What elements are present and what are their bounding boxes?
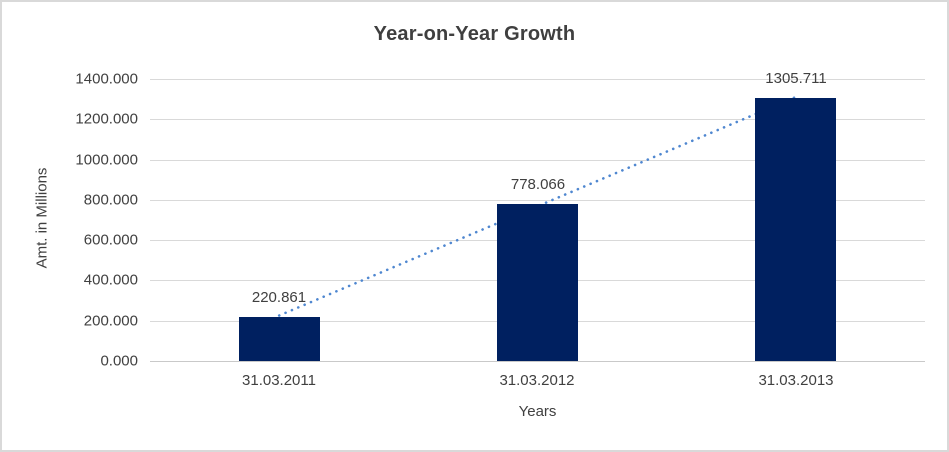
plot-area: 220.861 778.066 1305.711 (150, 70, 925, 362)
y-tick-label: 400.000 (83, 271, 138, 289)
gridline (150, 200, 925, 201)
data-label: 778.066 (510, 176, 566, 193)
y-tick-label: 1200.000 (75, 110, 138, 128)
x-tick-label: 31.03.2012 (499, 372, 575, 389)
x-axis: 31.03.2011 31.03.2012 31.03.2013 (150, 372, 925, 392)
y-tick-label: 0.000 (100, 352, 138, 370)
x-axis-line (150, 361, 925, 362)
bar-31.03.2012[interactable] (497, 204, 578, 361)
y-axis: 1400.000 1200.000 1000.000 800.000 600.000 40… (2, 71, 138, 370)
y-tick-label: 1000.000 (75, 151, 138, 169)
x-tick-label: 31.03.2013 (758, 372, 834, 389)
chart-title: Year-on-Year Growth (373, 23, 576, 45)
y-tick-label: 1400.000 (75, 70, 138, 88)
y-tick-label: 800.000 (83, 191, 138, 209)
gridline (150, 119, 925, 120)
bar-31.03.2011[interactable] (239, 317, 320, 361)
bar-31.03.2013[interactable] (755, 98, 836, 361)
data-label: 220.861 (251, 289, 307, 306)
x-tick-label: 31.03.2011 (242, 372, 316, 389)
y-tick-label: 200.000 (83, 312, 138, 330)
y-tick-label: 600.000 (83, 231, 138, 249)
gridline (150, 160, 925, 161)
x-axis-title: Years (518, 403, 557, 420)
data-label: 1305.711 (765, 70, 827, 87)
gridline (150, 79, 925, 80)
